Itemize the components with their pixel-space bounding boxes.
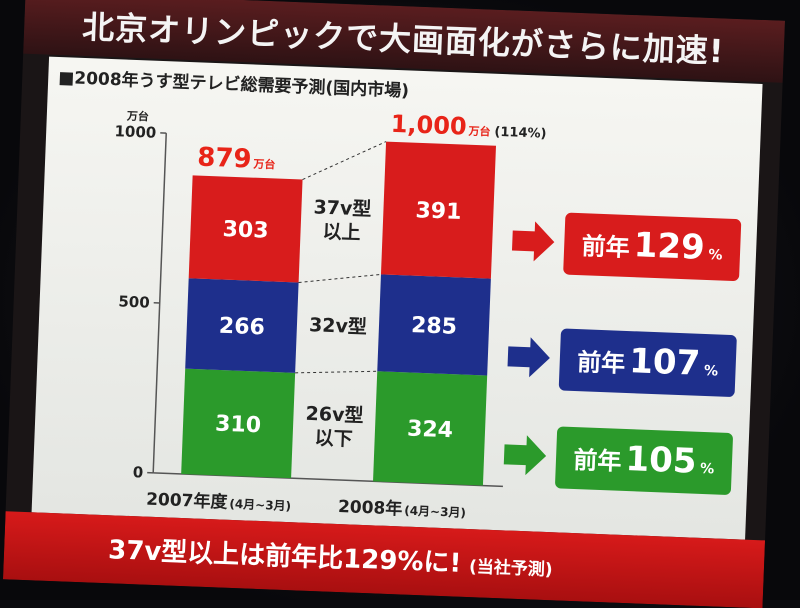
y-axis-unit: 万台 [126,109,150,124]
connector-line [299,271,381,285]
category-name: 2007年度 [146,489,229,513]
total-label-2: 1,000万台(114%) [390,110,547,144]
growth-value: 105 [625,439,697,482]
y-tick-label: 500 [118,292,150,311]
growth-prefix: 前年 [573,440,622,477]
growth-unit: % [704,363,719,380]
total-unit: 万台 [467,124,491,139]
total-label-1: 879万台 [197,142,276,175]
total-growth-note: (114%) [494,125,547,142]
category-period: (4月~3月) [404,504,466,520]
total-value: 879 [197,142,252,174]
growth-value: 129 [633,225,705,268]
series-label-1: 以下 [314,427,353,450]
category-name: 2008年 [338,496,403,519]
growth-prefix: 前年 [577,342,626,379]
connector-line [295,368,377,376]
segment-value-label: 285 [411,313,458,340]
growth-value: 107 [629,341,701,384]
category-label-1: 2007年度(4月~3月) [146,489,292,516]
right-arrow-icon [507,336,551,378]
presentation-slide: 北京オリンピックで大画面化がさらに加速! ■2008年うす型テレビ総需要予測(国… [3,0,785,608]
growth-unit: % [700,461,715,478]
segment-value-label: 324 [407,417,454,444]
segment-value-label: 310 [215,412,262,439]
connector-line [303,138,387,182]
segment-value-label: 303 [222,217,269,244]
total-unit: 万台 [252,157,276,172]
category-label-2: 2008年(4月~3月) [338,496,467,522]
right-arrow-icon [512,221,556,263]
conclusion-note: (当社予測) [469,557,553,580]
growth-unit: % [708,247,723,264]
series-label-3: 37v型 [313,195,372,220]
segment-value-label: 391 [415,198,462,225]
total-value: 1,000 [390,110,467,141]
growth-prefix: 前年 [581,226,630,263]
category-period: (4月~3月) [229,497,291,513]
y-tick-label: 1000 [114,122,156,142]
segment-value-label: 266 [218,314,265,341]
series-label-1: 26v型 [305,402,364,427]
series-label-2: 32v型 [309,313,368,338]
y-tick-label: 0 [132,463,143,481]
right-arrow-icon [503,434,547,476]
series-label-3: 以上 [322,221,361,244]
